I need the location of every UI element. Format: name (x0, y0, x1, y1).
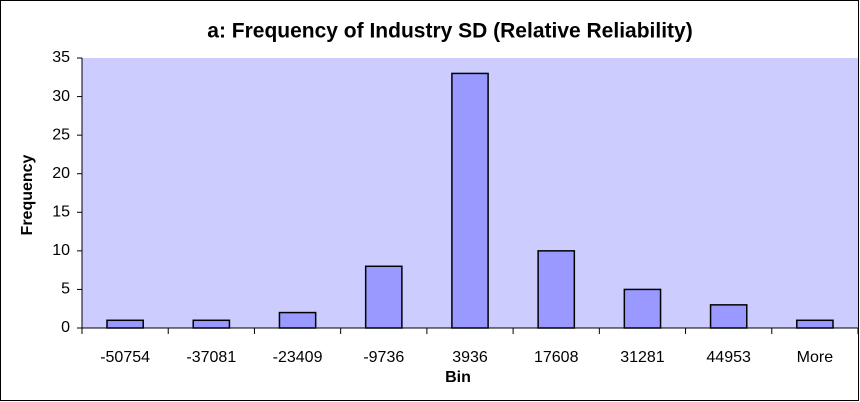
bar (537, 250, 576, 329)
bar (106, 319, 144, 329)
x-tick-label: 17608 (534, 349, 579, 366)
bar (451, 72, 489, 329)
x-tick-label: More (797, 349, 834, 366)
x-axis-title: Bin (445, 369, 471, 386)
x-tick-label: 31281 (620, 349, 665, 366)
y-tick-label: 20 (52, 165, 70, 182)
y-tick-label: 15 (52, 204, 70, 221)
x-tick-label: -9736 (363, 349, 404, 366)
bar (796, 319, 834, 329)
x-tick-label: 3936 (452, 349, 488, 366)
chart-title: a: Frequency of Industry SD (Relative Re… (207, 20, 692, 43)
bar (278, 311, 317, 329)
y-tick-label: 30 (52, 88, 70, 105)
bar (709, 304, 748, 329)
y-axis-title: Frequency (19, 154, 36, 235)
y-tick-label: 0 (61, 319, 70, 336)
y-tick-label: 5 (61, 281, 70, 298)
bar (623, 288, 662, 329)
bar (364, 265, 403, 329)
x-tick-label: 44953 (706, 349, 751, 366)
y-tick-label: 35 (52, 49, 70, 66)
bar (192, 319, 231, 329)
x-tick-label: -37081 (186, 349, 236, 366)
x-tick-label: -50754 (100, 349, 150, 366)
y-tick-label: 10 (52, 242, 70, 259)
y-tick-label: 25 (52, 126, 70, 143)
x-tick-label: -23409 (273, 349, 323, 366)
